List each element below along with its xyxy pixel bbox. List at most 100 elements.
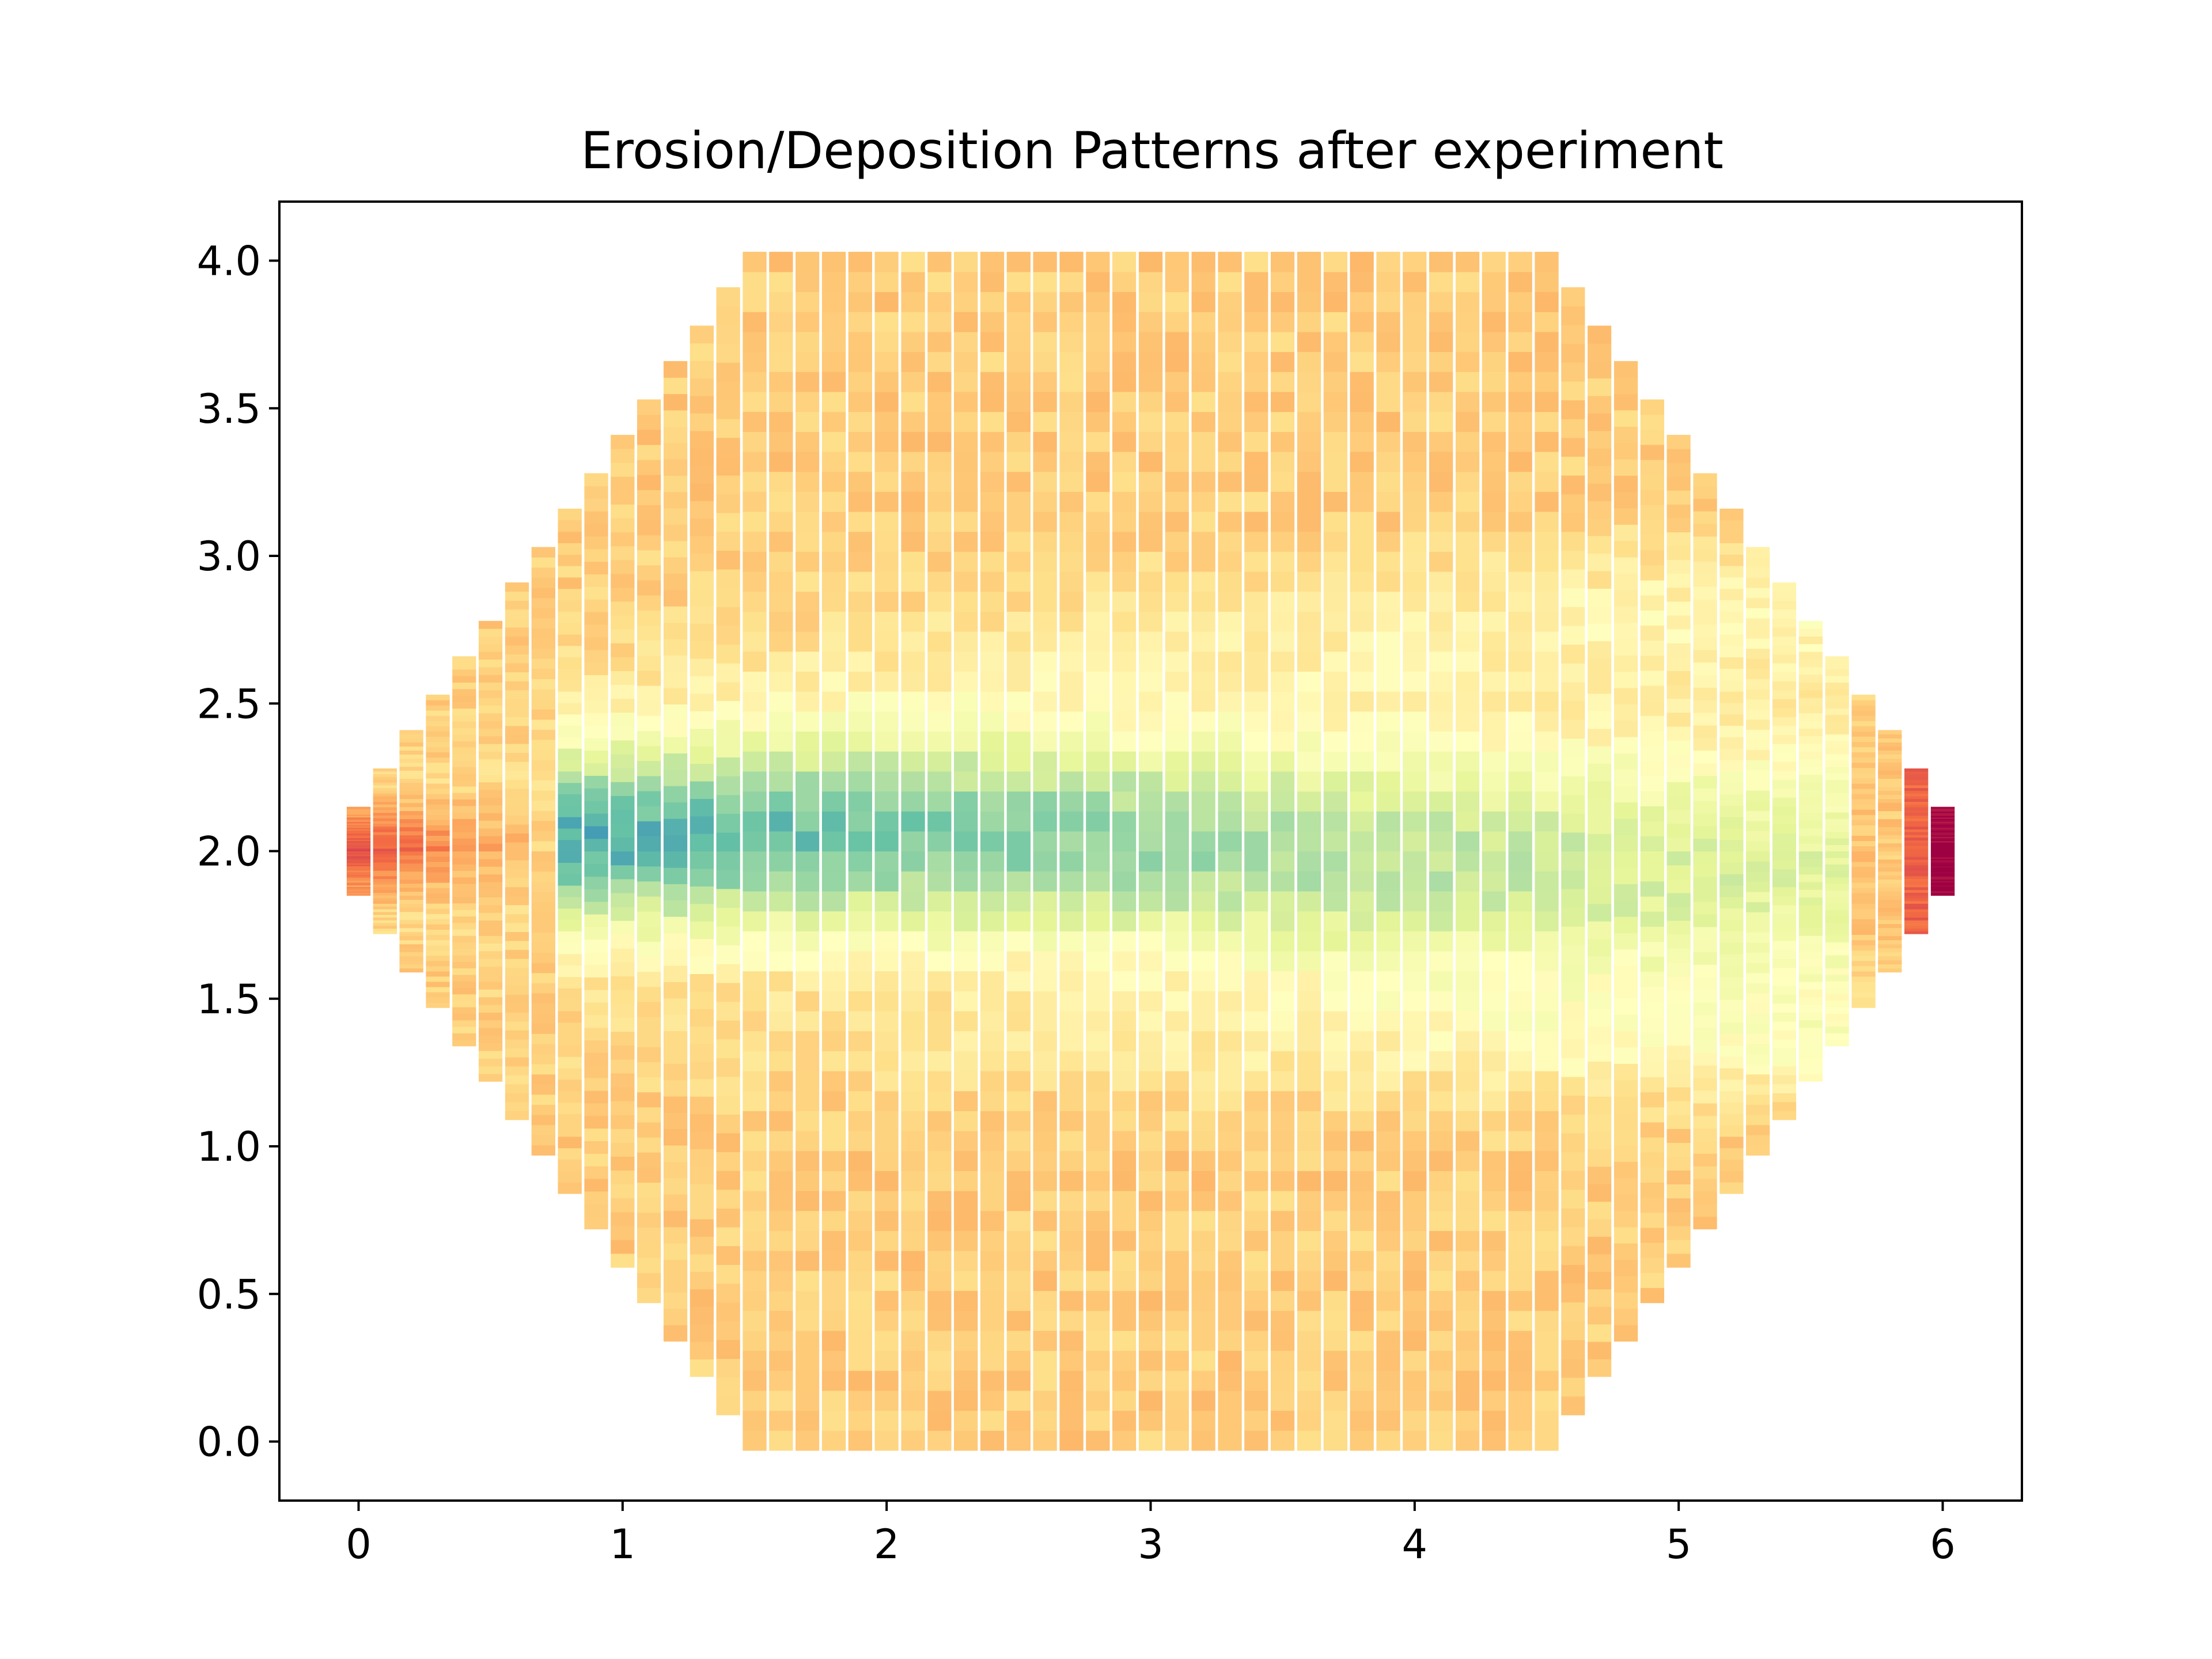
heatmap-cell [1561, 1114, 1585, 1134]
heatmap-cell [1455, 331, 1480, 353]
heatmap-cell [531, 739, 555, 751]
heatmap-cell [1508, 1350, 1532, 1371]
heatmap-cell [1535, 1031, 1559, 1051]
heatmap-cell [1772, 717, 1797, 726]
heatmap-cell [716, 870, 740, 889]
heatmap-cell [1033, 331, 1057, 353]
heatmap-cell [1825, 682, 1849, 690]
heatmap-cell [1455, 771, 1480, 792]
heatmap-cell [980, 1251, 1005, 1271]
heatmap-cell [769, 1310, 793, 1331]
heatmap-cell [1403, 1131, 1427, 1152]
heatmap-cell [1746, 851, 1770, 862]
heatmap-cell [1904, 865, 1929, 868]
heatmap-cell [1112, 571, 1137, 592]
heatmap-cell [1561, 1189, 1585, 1209]
heatmap-cell [1403, 651, 1427, 672]
heatmap-cell [637, 715, 661, 731]
heatmap-cell [1719, 1182, 1744, 1194]
heatmap-cell [584, 1002, 608, 1016]
heatmap-cell [663, 655, 688, 672]
heatmap-cell [1772, 627, 1797, 637]
heatmap-cell [1165, 411, 1189, 432]
heatmap-cell [1033, 451, 1057, 472]
heatmap-cell [1508, 911, 1532, 931]
heatmap-cell [716, 1132, 740, 1153]
heatmap-cell [1561, 1264, 1585, 1284]
heatmap-cell [980, 631, 1005, 652]
heatmap-cell [1218, 1150, 1242, 1171]
heatmap-cell [1772, 752, 1797, 762]
heatmap-cell [1508, 391, 1532, 412]
heatmap-cell [1719, 1090, 1744, 1103]
heatmap-cell [1112, 252, 1137, 272]
heatmap-cell [1455, 871, 1480, 892]
heatmap-cell [426, 721, 450, 726]
heatmap-cell [1878, 766, 1902, 771]
heatmap-cell [1429, 751, 1453, 772]
heatmap-cell [743, 1051, 767, 1071]
heatmap-cell [1904, 881, 1929, 885]
heatmap-cell [1746, 810, 1770, 821]
heatmap-cell [1588, 1289, 1612, 1307]
heatmap-cell [1640, 1017, 1664, 1032]
heatmap-cell [821, 911, 846, 931]
heatmap-cell [1403, 351, 1427, 372]
heatmap-cell [426, 788, 450, 794]
heatmap-cell [1191, 631, 1215, 652]
heatmap-cell [531, 1074, 555, 1085]
heatmap-cell [980, 1071, 1005, 1092]
heatmap-cell [346, 848, 371, 850]
heatmap-cell [1640, 775, 1664, 791]
heatmap-cell [1271, 931, 1295, 952]
heatmap-cell [1693, 939, 1717, 953]
heatmap-cell [1429, 312, 1453, 332]
heatmap-cell [1561, 1227, 1585, 1247]
heatmap-cell [690, 1271, 714, 1290]
heatmap-cell [927, 1171, 952, 1191]
heatmap-cell [1640, 715, 1664, 731]
heatmap-cell [1165, 651, 1189, 672]
heatmap-cell [1429, 950, 1453, 972]
heatmap-cell [821, 291, 846, 312]
heatmap-cell [611, 934, 635, 949]
heatmap-cell [346, 888, 371, 890]
heatmap-cell [1851, 710, 1876, 716]
heatmap-cell [1851, 960, 1876, 967]
heatmap-cell [848, 691, 872, 712]
heatmap-cell [1429, 1051, 1453, 1071]
heatmap-cell [1666, 657, 1691, 671]
heatmap-cell [1112, 512, 1137, 532]
heatmap-cell [1930, 864, 1955, 866]
heatmap-cell [743, 1370, 767, 1391]
heatmap-cell [927, 1051, 952, 1071]
heatmap-cell [716, 1020, 740, 1040]
heatmap-cell [1561, 1283, 1585, 1303]
heatmap-cell [1851, 804, 1876, 810]
heatmap-cell [1455, 971, 1480, 991]
heatmap-cell [505, 1030, 529, 1040]
heatmap-cell [1059, 431, 1084, 452]
heatmap-cell [980, 891, 1005, 912]
heatmap-cell [1508, 1051, 1532, 1071]
heatmap-cell [1851, 981, 1876, 987]
heatmap-cell [531, 608, 555, 619]
heatmap-cell [1006, 391, 1031, 412]
heatmap-cell [1218, 811, 1242, 832]
heatmap-cell [1059, 312, 1084, 332]
heatmap-cell [901, 571, 925, 592]
heatmap-cell [1429, 331, 1453, 353]
heatmap-cell [1904, 903, 1929, 907]
heatmap-cell [426, 950, 450, 956]
heatmap-cell [1138, 1251, 1163, 1271]
heatmap-cell [1535, 1310, 1559, 1331]
heatmap-cell [1798, 974, 1823, 982]
heatmap-cell [1350, 911, 1374, 931]
heatmap-cell [1772, 833, 1797, 843]
heatmap-cell [1798, 997, 1823, 1005]
heatmap-cell [821, 971, 846, 991]
heatmap-cell [1535, 731, 1559, 752]
heatmap-cell [1640, 444, 1664, 460]
heatmap-cell [848, 1051, 872, 1071]
heatmap-cell [1191, 1090, 1215, 1111]
